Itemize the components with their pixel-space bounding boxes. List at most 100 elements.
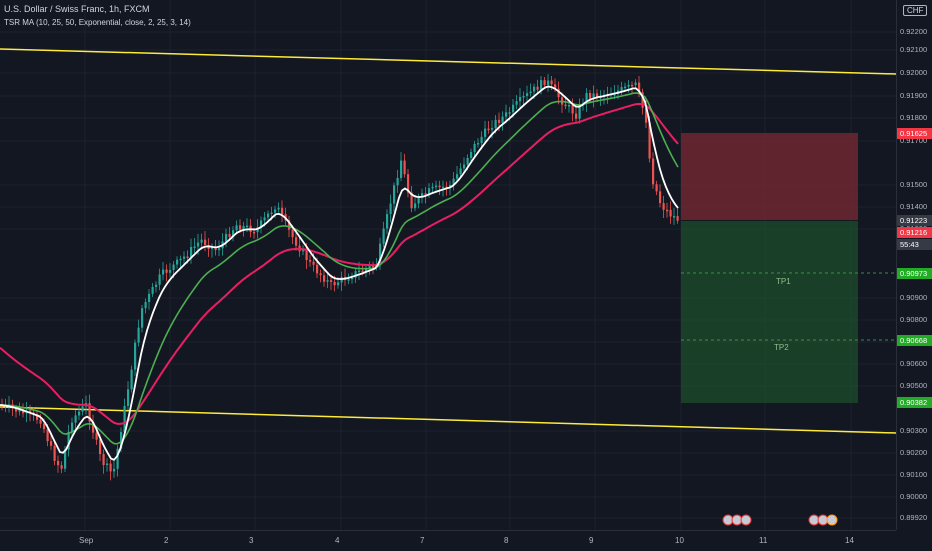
price-label: 0.92000 [900,68,927,77]
candle [393,185,395,203]
take-profit-zone[interactable] [681,221,858,403]
candle [358,271,360,273]
candle [362,271,364,273]
candle [127,389,129,406]
candle [435,186,437,188]
candle [313,262,315,265]
candle [442,187,444,189]
candle [432,187,434,189]
target-price-tag: 0.90382 [897,397,932,408]
candle [495,120,497,128]
candle [460,168,462,174]
candle [530,92,532,94]
candle [470,152,472,158]
candle [659,191,661,203]
candle [666,210,668,212]
indicator-legend[interactable]: TSR MA (10, 25, 50, Exponential, close, … [4,18,191,27]
candle [236,225,238,230]
event-icons[interactable] [723,515,837,525]
candle [337,282,339,285]
lower-channel-line[interactable] [0,407,896,433]
candle [372,266,374,268]
candle [309,260,311,262]
candle [71,423,73,432]
candle [61,465,63,469]
candle [281,208,283,214]
us-flag-icon[interactable] [827,515,837,525]
candle [439,186,441,188]
price-chart[interactable] [0,0,896,530]
candle [155,285,157,287]
candle [99,440,101,454]
candle [540,80,542,90]
candle [113,469,115,472]
candle [418,197,420,203]
candle [54,446,56,461]
stop-loss-zone[interactable] [681,133,858,220]
candle [292,230,294,237]
candle [166,270,168,273]
candle [533,87,535,92]
candle [47,429,49,441]
price-label: 0.90600 [900,359,927,368]
candle [572,105,574,114]
time-label: 14 [845,536,854,545]
candle [624,87,626,89]
candle [565,105,567,107]
candle [414,203,416,208]
candle [274,209,276,212]
candle [78,412,80,416]
candle [544,80,546,85]
candle [327,280,329,282]
candle [264,217,266,220]
price-label: 0.90500 [900,381,927,390]
candle [159,274,161,284]
ema-mid-line [0,93,678,444]
price-label: 0.90800 [900,315,927,324]
candle [246,226,248,228]
candle [278,208,280,210]
tp2-label: TP2 [774,343,789,352]
price-label: 0.90200 [900,448,927,457]
time-label: Sep [79,536,93,545]
time-axis[interactable]: Sep 2 3 4 7 8 9 10 11 14 [0,530,896,551]
time-label: 9 [589,536,593,545]
candle [386,214,388,228]
candle [194,246,196,248]
price-label: 0.91500 [900,180,927,189]
candle [390,204,392,215]
price-label: 0.90000 [900,492,927,501]
price-label: 0.91800 [900,113,927,122]
price-label: 0.92200 [900,27,927,36]
candle [141,308,143,327]
candle [456,174,458,178]
price-label: 0.91900 [900,91,927,100]
candle [477,143,479,145]
candle [267,214,269,218]
us-flag-icon[interactable] [741,515,751,525]
candle [306,250,308,260]
price-axis[interactable]: CHF 0.92200 0.92100 0.92000 0.91900 0.91800 0… [896,0,932,530]
upper-channel-line[interactable] [0,49,896,74]
candle [484,129,486,137]
candle [628,85,630,87]
symbol-title[interactable]: U.S. Dollar / Swiss Franc, 1h, FXCM [4,4,150,14]
candle [677,216,679,221]
candle [295,237,297,245]
time-label: 11 [759,536,767,545]
candle [635,83,637,85]
candle [152,287,154,294]
candle [134,343,136,370]
price-label: 0.89920 [900,513,927,522]
price-label: 0.90300 [900,426,927,435]
time-label: 4 [335,536,339,545]
candle [106,464,108,466]
tp2-price-tag: 0.90668 [897,335,932,346]
candle [169,270,171,273]
candle [110,464,112,472]
currency-button[interactable]: CHF [903,5,927,16]
candle [502,117,504,123]
candle [43,424,45,429]
candle [652,159,654,185]
price-label: 0.91400 [900,202,927,211]
